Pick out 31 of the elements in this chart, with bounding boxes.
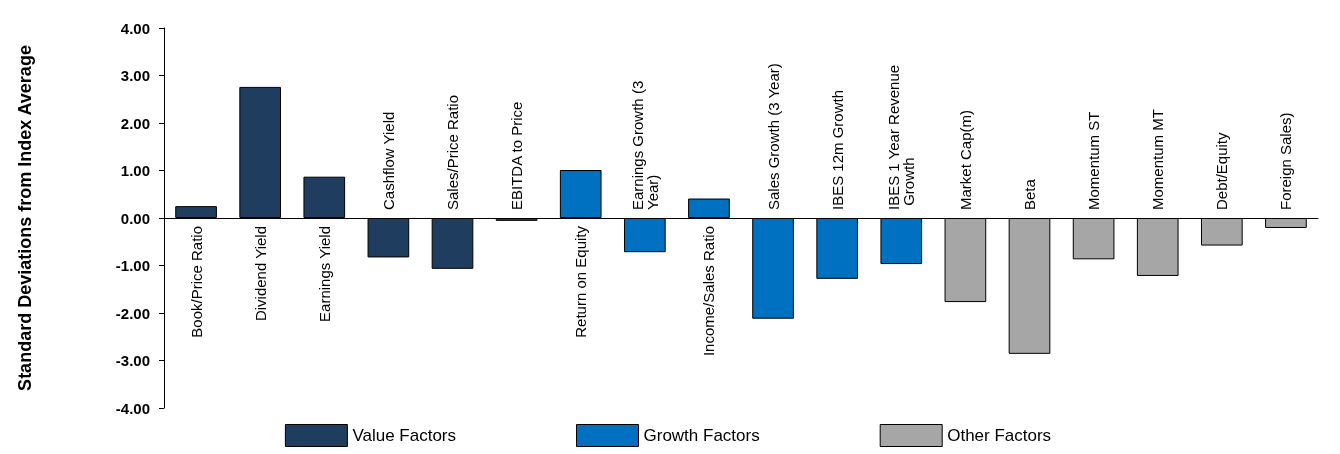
- x-tick-label: Foreign Sales): [1277, 112, 1295, 210]
- x-tick-label: Market Cap(m): [956, 109, 974, 210]
- x-tick-label: Earnings Yield: [315, 226, 333, 322]
- y-tick-label: 1.00: [120, 162, 150, 179]
- legend-label: Other Factors: [947, 426, 1052, 445]
- legend-label: Value Factors: [352, 426, 457, 445]
- x-tick-label: Debt/Equity: [1213, 131, 1231, 210]
- x-tick-label: IBES 12m Growth: [828, 89, 846, 210]
- x-tick-label: EBITDA to Price: [508, 101, 526, 210]
- x-tick-label: Sales Growth (3 Year): [764, 63, 782, 210]
- legend-label: Growth Factors: [643, 426, 760, 445]
- y-tick-label: 2.00: [120, 114, 150, 132]
- y-tick-label: 3.00: [120, 67, 150, 84]
- x-tick-label: Momentum MT: [1149, 109, 1167, 210]
- y-tick-label: -2.00: [115, 304, 150, 322]
- y-tick-label: -1.00: [115, 257, 150, 274]
- y-tick-label: -4.00: [115, 399, 150, 417]
- x-tick-label: IBES 1 Year Revenue Growth: [885, 64, 918, 210]
- x-tick-label: Earnings Growth (3 Year): [628, 76, 661, 210]
- y-tick-label: -3.00: [115, 352, 150, 369]
- x-tick-label: Income/Sales Ratio: [700, 226, 718, 357]
- x-tick-label: Book/Price Ratio: [187, 226, 205, 338]
- x-tick-label: Sales/Price Ratio: [444, 94, 461, 210]
- x-tick-label: Dividend Yield: [251, 226, 269, 322]
- x-tick-label: Cashflow Yield: [379, 111, 397, 210]
- x-tick-label: Return on Equity: [572, 225, 590, 338]
- x-tick-label: Beta: [1021, 178, 1038, 210]
- y-tick-label: 0.00: [120, 209, 150, 227]
- y-tick-label: 4.00: [120, 19, 150, 37]
- x-tick-label: Momentum ST: [1085, 111, 1103, 210]
- y-axis-title: Standard Deviations from Index Average: [15, 45, 35, 391]
